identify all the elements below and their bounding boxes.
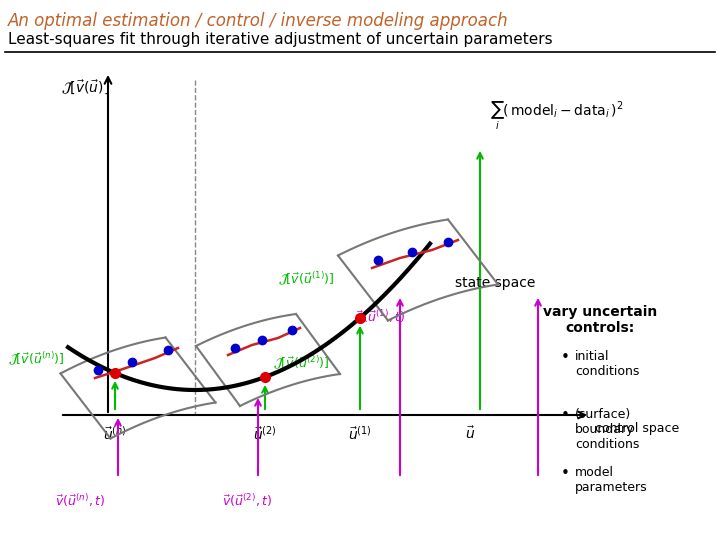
- Text: state space: state space: [455, 276, 536, 290]
- Text: vary uncertain
controls:: vary uncertain controls:: [543, 305, 657, 335]
- Text: $\vec{v}(\vec{u}^{(n)},t)$: $\vec{v}(\vec{u}^{(n)},t)$: [55, 492, 105, 509]
- Text: •: •: [561, 466, 570, 481]
- Text: $\vec{u}^{(1)}$: $\vec{u}^{(1)}$: [348, 425, 372, 443]
- Text: control space: control space: [595, 422, 679, 435]
- Text: initial
conditions: initial conditions: [575, 350, 639, 378]
- Text: $\mathcal{J}[\vec{v}(\vec{u}^{(n)})]$: $\mathcal{J}[\vec{v}(\vec{u}^{(n)})]$: [8, 351, 65, 368]
- Text: •: •: [561, 350, 570, 365]
- Text: •: •: [561, 408, 570, 423]
- Text: $\vec{v}(\vec{u}^{(1)},t)$: $\vec{v}(\vec{u}^{(1)},t)$: [355, 308, 405, 325]
- Text: An optimal estimation / control / inverse modeling approach: An optimal estimation / control / invers…: [8, 12, 508, 30]
- Text: (surface)
boundary
conditions: (surface) boundary conditions: [575, 408, 639, 451]
- Text: $\mathcal{J}[\vec{v}(\vec{u}^{(2)})]$: $\mathcal{J}[\vec{v}(\vec{u}^{(2)})]$: [273, 355, 330, 372]
- Text: $\vec{v}(\vec{u}^{(2)},t)$: $\vec{v}(\vec{u}^{(2)},t)$: [222, 492, 272, 509]
- Text: $\vec{u}^{(n)}$: $\vec{u}^{(n)}$: [103, 425, 127, 443]
- Text: Least-squares fit through iterative adjustment of uncertain parameters: Least-squares fit through iterative adju…: [8, 32, 553, 47]
- Text: $\vec{u}$: $\vec{u}$: [465, 425, 475, 442]
- Text: $\vec{u}^{(2)}$: $\vec{u}^{(2)}$: [253, 425, 277, 443]
- Text: $\sum_i(\,\mathrm{model}_i - \mathrm{data}_i\,)^2$: $\sum_i(\,\mathrm{model}_i - \mathrm{dat…: [490, 100, 624, 132]
- Text: model
parameters: model parameters: [575, 466, 647, 494]
- Text: $\mathcal{J}[\vec{v}(\vec{u}^{(1)})]$: $\mathcal{J}[\vec{v}(\vec{u}^{(1)})]$: [279, 271, 335, 288]
- Text: $\mathcal{J}[\vec{v}(\vec{u})]$: $\mathcal{J}[\vec{v}(\vec{u})]$: [60, 78, 109, 96]
